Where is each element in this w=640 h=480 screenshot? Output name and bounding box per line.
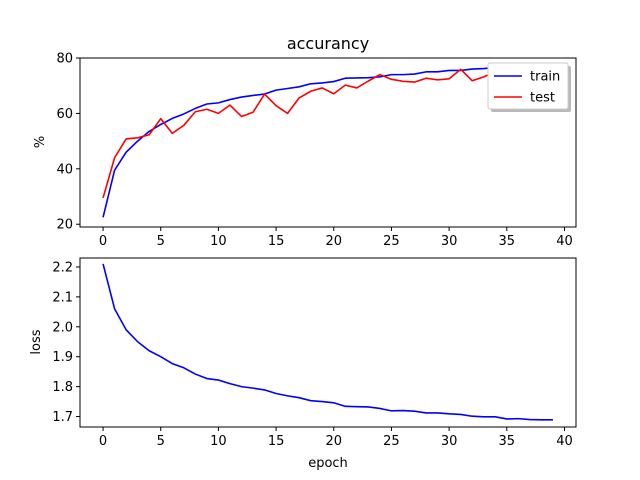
x-tick-label: 20 xyxy=(325,234,342,249)
series-line-test xyxy=(102,64,553,199)
legend-label-test: test xyxy=(530,91,555,106)
accuracy-chart: accurancy 0 5 10 15 20 25 30 35 40 20 40 60 80 % tr… xyxy=(33,34,577,249)
y-tick-label: 80 xyxy=(56,52,73,67)
y-tick-label: 60 xyxy=(56,107,73,122)
y-tick-label: 1.9 xyxy=(52,350,73,365)
loss-plot-area xyxy=(102,263,553,421)
x-tick-label: 25 xyxy=(383,234,400,249)
x-axis-ticks: 0 5 10 15 20 25 30 35 40 xyxy=(99,427,573,449)
y-tick-label: 20 xyxy=(56,218,73,233)
legend: train test xyxy=(487,62,571,112)
x-tick-label: 0 xyxy=(99,434,107,449)
series-line-train xyxy=(102,64,553,218)
y-tick-label: 1.7 xyxy=(52,410,73,425)
x-tick-label: 35 xyxy=(499,434,516,449)
legend-label-train: train xyxy=(530,70,560,85)
y-axis-ticks: 20 40 60 80 xyxy=(56,52,80,233)
x-tick-label: 15 xyxy=(268,434,285,449)
y-tick-label: 40 xyxy=(56,162,73,177)
accuracy-plot-area xyxy=(102,64,553,218)
x-tick-label: 30 xyxy=(441,434,458,449)
x-tick-label: 0 xyxy=(99,234,107,249)
y-tick-label: 2.0 xyxy=(52,320,73,335)
x-tick-label: 40 xyxy=(556,234,573,249)
x-axis-ticks: 0 5 10 15 20 25 30 35 40 xyxy=(99,227,573,249)
x-tick-label: 20 xyxy=(325,434,342,449)
x-tick-label: 40 xyxy=(556,434,573,449)
x-tick-label: 30 xyxy=(441,234,458,249)
x-tick-label: 25 xyxy=(383,434,400,449)
y-axis-ticks: 1.7 1.8 1.9 2.0 2.1 2.2 xyxy=(52,260,80,425)
chart-title: accurancy xyxy=(287,34,369,53)
x-tick-label: 5 xyxy=(157,434,165,449)
loss-chart: 0 5 10 15 20 25 30 35 40 1.7 1.8 1.9 2.0 2.1 2.2 loss… xyxy=(29,257,577,471)
x-tick-label: 10 xyxy=(210,434,227,449)
loss-axes-frame xyxy=(79,257,577,428)
x-tick-label: 5 xyxy=(157,234,165,249)
series-line-series-0 xyxy=(102,263,553,421)
accuracy-axes-frame xyxy=(79,57,577,228)
x-tick-label: 35 xyxy=(499,234,516,249)
y-axis-label: loss xyxy=(29,329,44,354)
y-axis-label: % xyxy=(33,136,48,148)
x-tick-label: 10 xyxy=(210,234,227,249)
y-tick-label: 1.8 xyxy=(52,380,73,395)
x-axis-label: epoch xyxy=(308,456,348,471)
y-tick-label: 2.1 xyxy=(52,290,73,305)
x-tick-label: 15 xyxy=(268,234,285,249)
y-tick-label: 2.2 xyxy=(52,260,73,275)
